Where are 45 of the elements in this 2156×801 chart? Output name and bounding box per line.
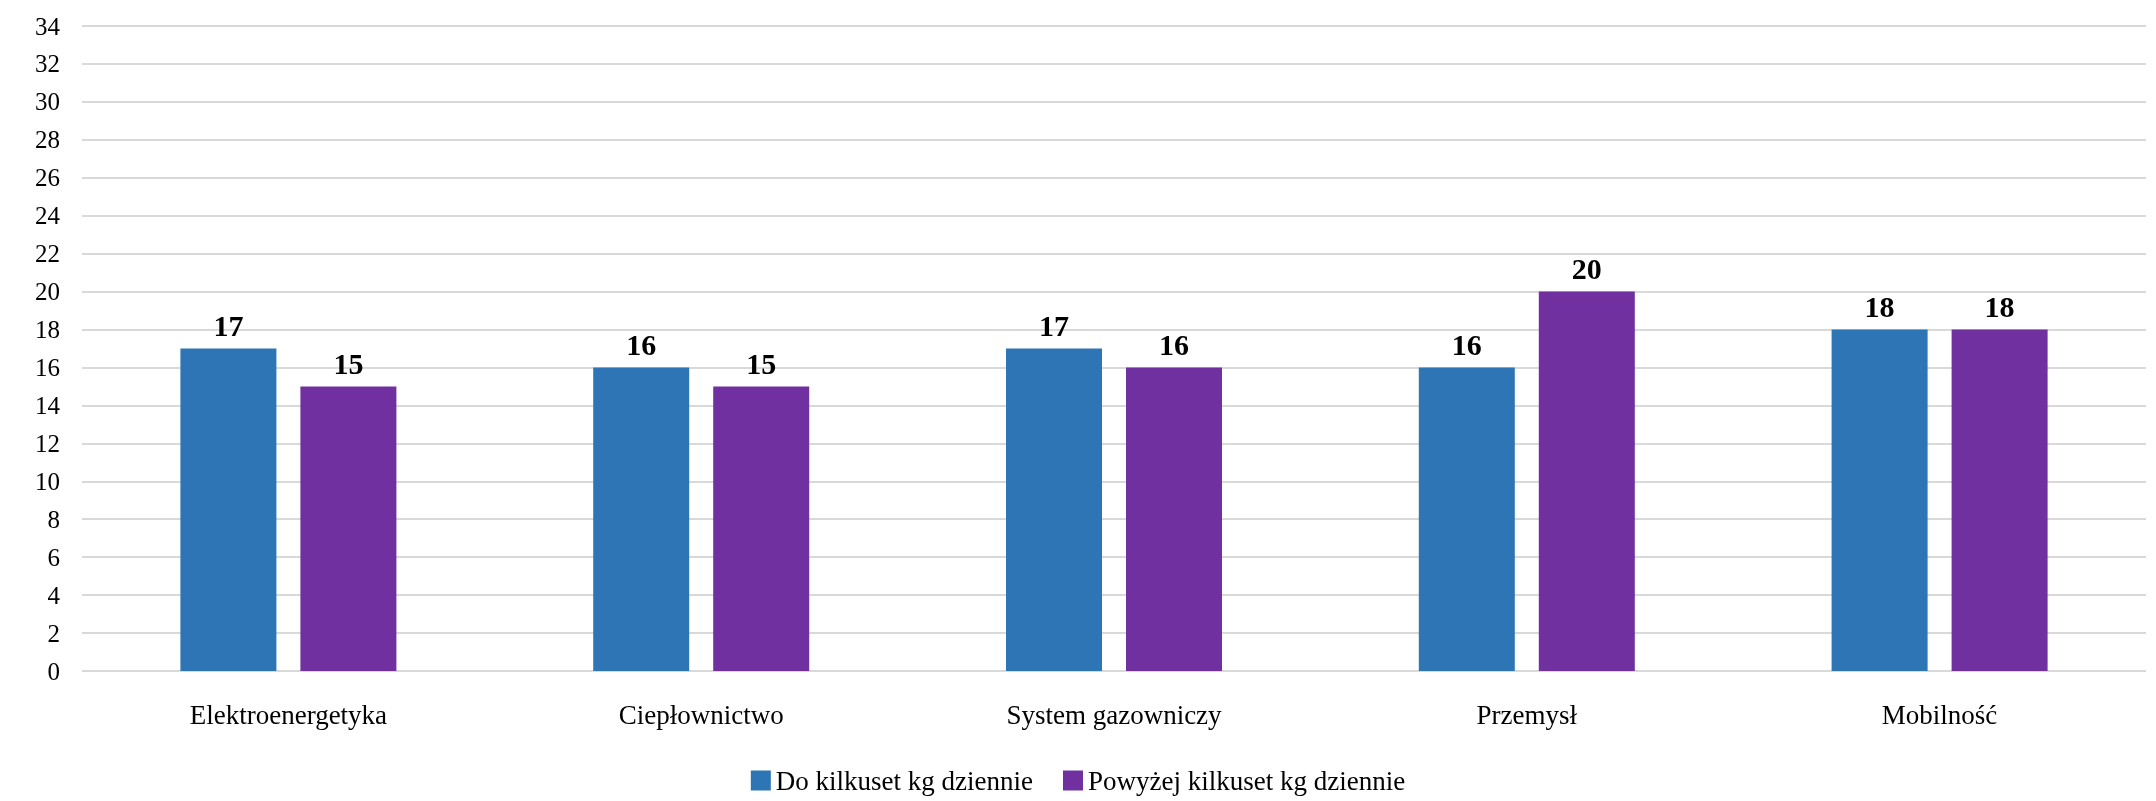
data-label: 17 [1039, 309, 1069, 342]
y-tick-label: 34 [35, 12, 61, 40]
data-label: 15 [333, 346, 364, 380]
bar [300, 386, 397, 671]
bar [1126, 367, 1222, 671]
y-tick-label: 16 [35, 353, 60, 381]
data-label: 16 [1451, 327, 1482, 361]
y-tick-label: 24 [35, 202, 61, 230]
x-tick-label: Mobilność [1881, 699, 1998, 730]
bar [1831, 329, 1928, 671]
x-tick-label: Przemysł [1476, 699, 1578, 730]
y-tick-label: 20 [35, 278, 60, 306]
y-tick-label: 2 [47, 619, 60, 647]
bar [1951, 329, 2048, 671]
data-label: 16 [626, 327, 657, 361]
y-tick-label: 28 [35, 126, 60, 154]
data-label: 15 [746, 346, 777, 380]
y-tick-label: 14 [35, 391, 61, 419]
y-tick-label: 10 [35, 467, 60, 495]
x-tick-label: Elektroenergetyka [189, 699, 388, 730]
y-tick-label: 26 [35, 164, 60, 192]
y-tick-label: 22 [35, 240, 60, 268]
bar [1538, 291, 1635, 671]
y-tick-label: 6 [47, 543, 60, 571]
y-tick-label: 0 [47, 657, 60, 685]
bar [593, 367, 690, 671]
legend-label: Powyżej kilkuset kg dziennie [1088, 765, 1406, 796]
y-tick-label: 30 [35, 88, 60, 116]
y-tick-label: 12 [35, 429, 60, 457]
bar [1006, 348, 1102, 671]
bar [1418, 367, 1515, 671]
y-tick-label: 4 [47, 581, 61, 609]
bar [180, 348, 277, 671]
y-tick-label: 8 [47, 505, 60, 533]
x-tick-label: Ciepłownictwo [618, 699, 784, 730]
data-label: 20 [1571, 252, 1602, 286]
y-tick-label: 32 [35, 50, 60, 78]
bar [713, 386, 810, 671]
y-tick-label: 18 [35, 316, 60, 344]
data-label: 18 [1864, 290, 1895, 324]
data-label: 18 [1984, 290, 2015, 324]
legend-label: Do kilkuset kg dziennie [775, 765, 1034, 796]
data-label: 16 [1159, 327, 1189, 361]
data-label: 17 [213, 309, 244, 342]
x-tick-label: System gazowniczy [1006, 699, 1223, 730]
